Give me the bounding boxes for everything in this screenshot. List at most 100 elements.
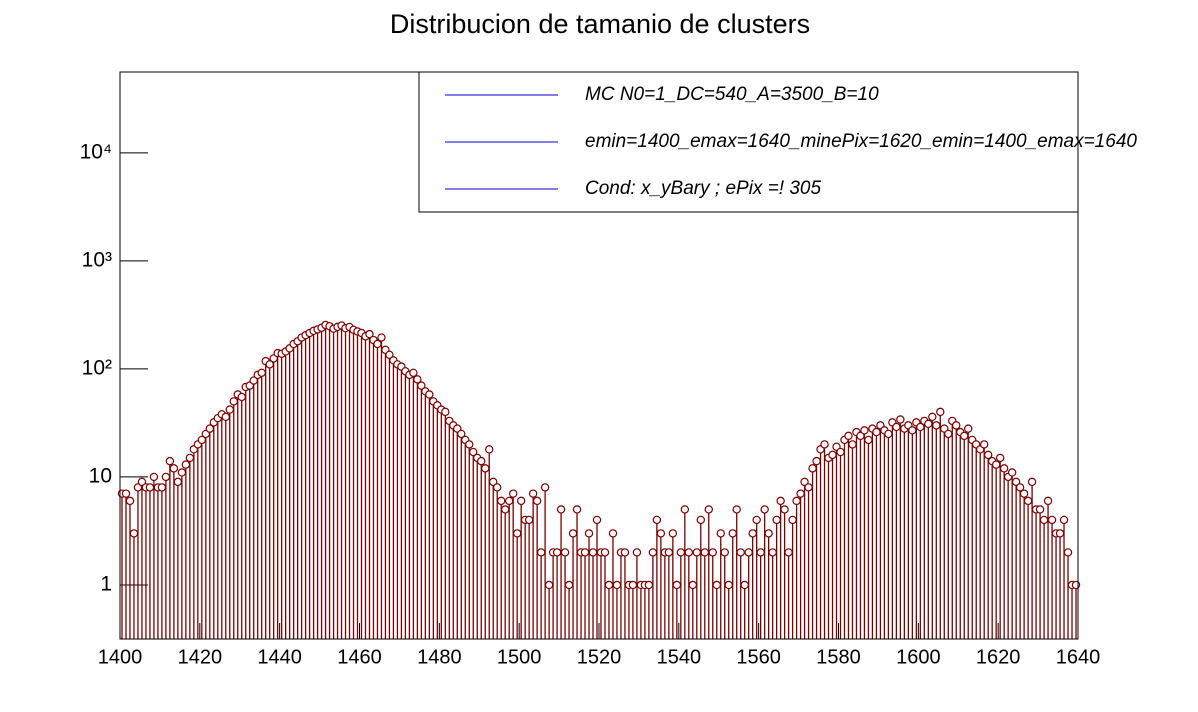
bin <box>995 453 1005 639</box>
bin <box>672 580 682 639</box>
bin-marker <box>600 548 610 557</box>
bin <box>600 548 610 639</box>
bin-marker <box>884 429 893 439</box>
bin-marker <box>728 529 737 538</box>
bin <box>532 496 542 639</box>
bin-marker <box>161 472 171 482</box>
bin-marker <box>137 477 147 487</box>
bin-marker <box>844 431 853 441</box>
bin-marker <box>465 440 474 449</box>
bin-marker <box>544 580 554 590</box>
bin-marker <box>564 580 574 590</box>
bin-marker <box>500 505 510 514</box>
bin-marker <box>508 489 518 498</box>
bin-marker <box>425 390 434 399</box>
bin-marker <box>896 415 905 424</box>
bin <box>908 426 917 639</box>
bin <box>413 375 422 639</box>
bin <box>696 515 705 639</box>
bin-marker <box>768 548 777 557</box>
bin <box>700 548 709 639</box>
bin-marker <box>764 529 773 538</box>
x-tick-label: 1640 <box>1056 646 1101 668</box>
bin-marker <box>644 580 654 590</box>
bin-marker <box>792 496 801 506</box>
bin <box>1043 496 1053 639</box>
bin <box>820 440 829 639</box>
bin <box>493 483 502 639</box>
bin-marker <box>680 505 690 514</box>
bin-marker <box>1039 515 1049 525</box>
bin <box>385 350 394 639</box>
bin <box>185 453 195 639</box>
bin-marker <box>385 350 394 360</box>
bin <box>584 529 594 639</box>
bin-marker <box>121 489 131 498</box>
bin <box>560 548 570 639</box>
bin <box>956 427 965 639</box>
y-tick-label: 10⁴ <box>80 140 112 163</box>
bin-marker <box>1055 529 1065 538</box>
bin <box>508 489 518 639</box>
bin-marker <box>1023 496 1033 506</box>
bin <box>764 529 773 639</box>
bin-marker <box>668 529 678 538</box>
bin-marker <box>684 548 694 557</box>
bin <box>269 354 278 639</box>
bin-marker <box>177 468 187 477</box>
bin <box>840 435 849 639</box>
bin-marker <box>664 548 674 557</box>
bin <box>580 548 590 639</box>
bin-marker <box>221 412 230 422</box>
bin <box>736 548 745 639</box>
bin-marker <box>536 548 546 557</box>
bin <box>712 580 721 639</box>
bin-marker <box>952 421 961 430</box>
bin-marker <box>169 464 179 473</box>
legend-label: MC N0=1_DC=540_A=3500_B=10 <box>585 84 879 105</box>
bin-marker <box>708 548 717 557</box>
bin-marker <box>872 427 881 437</box>
bin <box>768 548 777 639</box>
bin <box>425 390 434 639</box>
bin <box>704 505 713 639</box>
bin <box>932 421 941 639</box>
bin-marker <box>413 375 422 384</box>
bin <box>936 407 945 639</box>
bin <box>568 529 578 639</box>
legend-label: Cond: x_yBary ; ePix =! 305 <box>585 178 821 199</box>
bin <box>409 368 418 639</box>
bin <box>365 329 374 639</box>
bin-marker <box>1011 477 1021 487</box>
bin-marker <box>257 368 266 378</box>
bin <box>632 548 642 639</box>
bin-marker <box>628 580 638 590</box>
bin-marker <box>528 489 538 498</box>
bin <box>836 447 845 639</box>
bin-marker <box>788 515 797 525</box>
bin <box>556 505 566 639</box>
bin <box>453 424 462 639</box>
x-tick-label: 1500 <box>497 646 542 668</box>
bin-marker <box>820 440 829 449</box>
y-tick-label: 10² <box>82 356 112 379</box>
bin-marker <box>497 496 506 506</box>
bin-marker <box>672 580 682 590</box>
bin <box>952 421 961 639</box>
bin <box>792 496 801 639</box>
bin <box>588 548 598 639</box>
bin <box>477 456 486 639</box>
bin <box>237 392 246 639</box>
bin <box>377 333 386 639</box>
bin-marker <box>848 440 857 449</box>
legend-label: emin=1400_emax=1640_minePix=1620_emin=14… <box>585 131 1137 152</box>
bin-marker <box>1063 548 1073 557</box>
bin-marker <box>999 464 1009 473</box>
x-tick-label: 1460 <box>337 646 382 668</box>
bin <box>720 548 729 639</box>
bin-marker <box>377 333 386 342</box>
bin-marker <box>409 368 418 378</box>
bin <box>991 460 1001 639</box>
bin <box>752 515 761 639</box>
